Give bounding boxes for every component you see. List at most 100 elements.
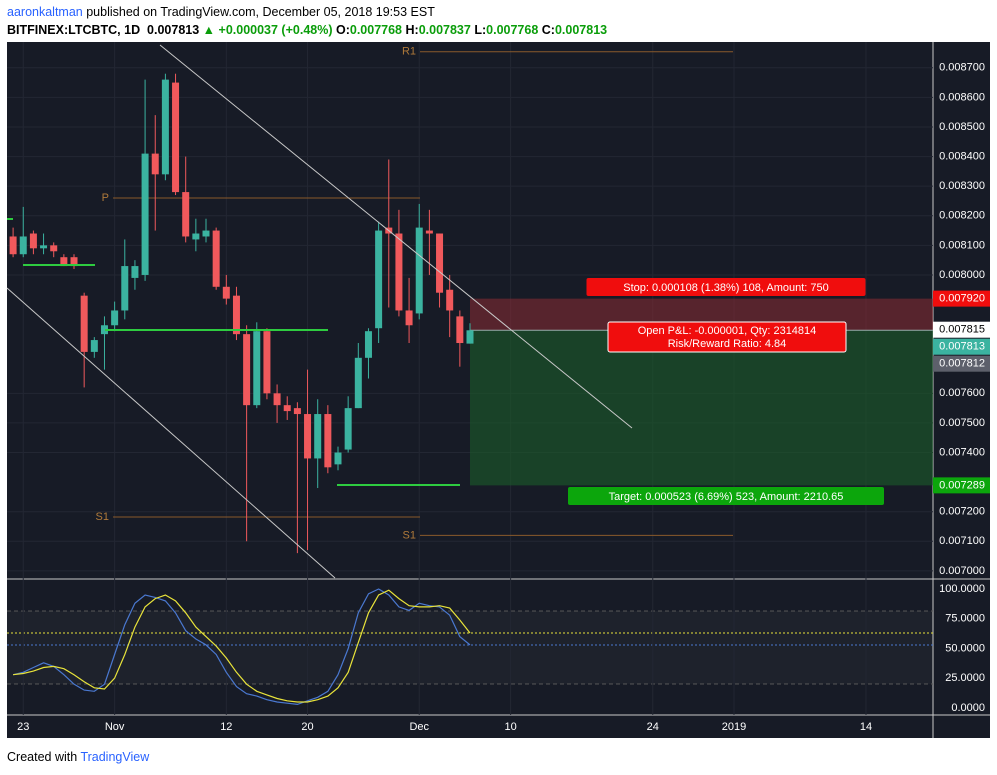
candle-body bbox=[243, 334, 251, 406]
y-tick-label: 0.008600 bbox=[939, 91, 985, 103]
y-tick-label: 0.007000 bbox=[939, 565, 985, 577]
candle-body bbox=[304, 414, 312, 459]
footer: Created with TradingView bbox=[7, 750, 149, 764]
candle-body bbox=[161, 79, 169, 175]
price-tag-label: 0.007815 bbox=[939, 324, 985, 336]
price-tag bbox=[933, 477, 990, 494]
chart: R1 P S1 S1 0.008700 0.008600 0.008500 0.008400… bbox=[6, 42, 990, 738]
brand[interactable]: TradingView bbox=[80, 750, 150, 764]
candle-body bbox=[395, 233, 403, 311]
h: 0.007837 bbox=[418, 23, 471, 37]
l: 0.007768 bbox=[486, 23, 539, 37]
candle-body bbox=[253, 331, 261, 406]
y-tick-label: 0.007400 bbox=[939, 446, 985, 458]
candle-body bbox=[446, 289, 454, 311]
trendline bbox=[159, 44, 633, 429]
target-zone bbox=[470, 330, 933, 486]
pivot-label: R1 bbox=[402, 46, 416, 58]
candle-body bbox=[212, 230, 220, 287]
candle-body bbox=[19, 236, 27, 255]
y-tick-label: 0.008400 bbox=[939, 150, 985, 162]
o: 0.007768 bbox=[349, 23, 403, 37]
x-tick-label: Nov bbox=[105, 721, 125, 733]
candle-body bbox=[354, 357, 362, 409]
candle-body bbox=[141, 153, 149, 275]
osc-tick-label: 100.0000 bbox=[939, 583, 985, 595]
price-tag-label: 0.007289 bbox=[939, 479, 985, 491]
pnl-box bbox=[607, 321, 847, 353]
candle-body bbox=[263, 331, 271, 394]
price-tag bbox=[933, 321, 990, 338]
osc-tick-label: 25.0000 bbox=[945, 672, 985, 684]
y-tick-label: 0.007200 bbox=[939, 506, 985, 518]
published: published on TradingView.com, December 0… bbox=[86, 5, 435, 19]
candle-body bbox=[466, 330, 474, 344]
candle-body bbox=[273, 393, 281, 406]
candle-body bbox=[100, 325, 108, 335]
x-tick-label: 10 bbox=[504, 721, 516, 733]
candle-body bbox=[80, 295, 88, 352]
candle-body bbox=[222, 286, 230, 299]
candle-body bbox=[405, 310, 413, 326]
candle-body bbox=[324, 414, 332, 468]
y-tick-label: 0.008700 bbox=[939, 62, 985, 74]
candle-body bbox=[70, 257, 78, 267]
candle-body bbox=[151, 153, 159, 175]
candle-body bbox=[202, 230, 210, 237]
y-tick-label: 0.008500 bbox=[939, 121, 985, 133]
c: 0.007813 bbox=[554, 23, 608, 37]
stop-label-box bbox=[586, 278, 866, 296]
candle-body bbox=[182, 192, 190, 237]
x-tick-label: 23 bbox=[17, 721, 29, 733]
y-tick-label: 0.007500 bbox=[939, 417, 985, 429]
price-tag-label: 0.007920 bbox=[939, 293, 985, 305]
y-tick-label: 0.008200 bbox=[939, 210, 985, 222]
o-key: O: bbox=[335, 23, 350, 37]
candle-body bbox=[90, 340, 98, 352]
candle-body bbox=[232, 295, 240, 335]
x-tick-label: 2019 bbox=[722, 721, 746, 733]
osc-line bbox=[13, 589, 471, 703]
ohlc-line: BITFINEX:LTCBTC, 1D 0.007813 ▲ +0.000037… bbox=[7, 23, 607, 37]
x-tick-label: 14 bbox=[860, 721, 872, 733]
candle-body bbox=[456, 316, 464, 344]
osc-line bbox=[12, 588, 471, 706]
price-tag-label: 0.007812 bbox=[939, 358, 985, 370]
osc-tick-label: 0.0000 bbox=[951, 702, 985, 714]
x-tick-label: Dec bbox=[409, 721, 429, 733]
target-label-box bbox=[568, 487, 884, 505]
candle-body bbox=[436, 233, 444, 293]
h-key: H: bbox=[405, 23, 419, 37]
rr-label: Risk/Reward Ratio: 4.84 bbox=[668, 338, 787, 350]
price-tag bbox=[933, 355, 990, 372]
candle-body bbox=[111, 310, 119, 326]
pivot-label: P bbox=[102, 192, 109, 204]
author[interactable]: aaronkaltman bbox=[7, 5, 83, 19]
y-tick-label: 0.007100 bbox=[939, 535, 985, 547]
pivot-label: S1 bbox=[96, 511, 109, 523]
change: ▲ +0.000037 (+0.48%) bbox=[202, 23, 333, 37]
x-tick-label: 20 bbox=[301, 721, 313, 733]
y-tick-label: 0.007600 bbox=[939, 387, 985, 399]
y-tick-label: 0.008300 bbox=[939, 180, 985, 192]
pivot-label: S1 bbox=[403, 529, 416, 541]
osc-band-fill bbox=[7, 611, 933, 684]
last: 0.007813 bbox=[147, 23, 200, 37]
candle-body bbox=[314, 414, 322, 459]
candle-body bbox=[344, 408, 352, 450]
candle-body bbox=[121, 266, 129, 311]
candle-body bbox=[131, 266, 139, 278]
candle-body bbox=[283, 405, 291, 412]
candle-body bbox=[192, 233, 200, 240]
price-tag-label: 0.007813 bbox=[939, 341, 985, 353]
c-key: C: bbox=[541, 23, 555, 37]
stop-label: Stop: 0.000108 (1.38%) 108, Amount: 750 bbox=[623, 282, 828, 294]
candle-body bbox=[9, 236, 17, 255]
pnl-label: Open P&L: -0.000001, Qty: 2314814 bbox=[638, 325, 817, 337]
target-label: Target: 0.000523 (6.69%) 523, Amount: 22… bbox=[609, 491, 844, 503]
candle-body bbox=[29, 233, 37, 249]
candle-body bbox=[375, 230, 383, 329]
candle-body bbox=[60, 257, 68, 267]
candle-body bbox=[172, 82, 180, 193]
